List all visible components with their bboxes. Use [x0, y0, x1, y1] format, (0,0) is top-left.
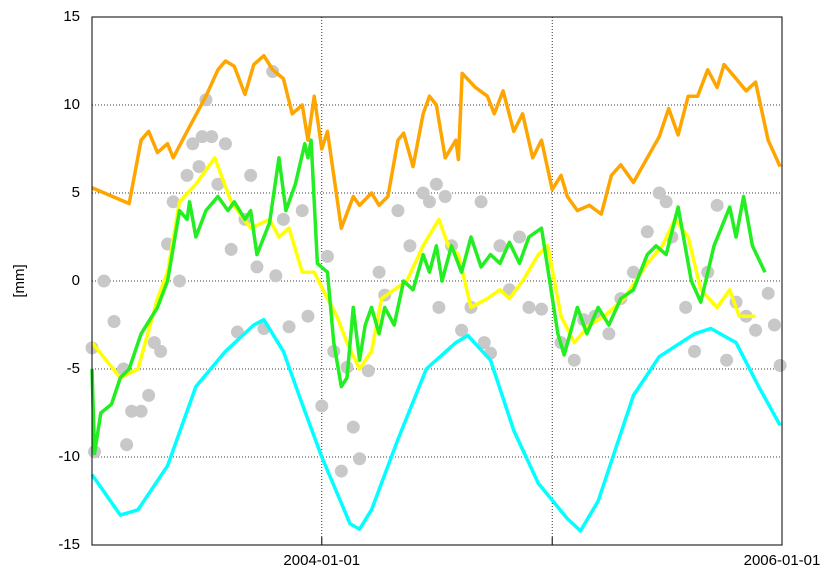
scatter-point — [687, 344, 701, 358]
y-tick-label: 15 — [63, 8, 80, 25]
scatter-point — [334, 464, 348, 478]
scatter-point — [353, 452, 367, 466]
scatter-point — [211, 177, 225, 191]
scatter-point — [107, 314, 121, 328]
scatter-point — [567, 353, 581, 367]
y-tick-label: 5 — [72, 184, 80, 201]
y-tick-label: 0 — [72, 272, 80, 289]
scatter-point — [477, 336, 491, 350]
scatter-point — [455, 323, 469, 337]
scatter-point — [535, 302, 549, 316]
y-tick-label: -5 — [67, 360, 80, 377]
scatter-point — [295, 204, 309, 218]
y-tick-label: -15 — [58, 536, 80, 553]
scatter-point — [282, 320, 296, 334]
scatter-point — [154, 344, 168, 358]
scatter-point — [720, 353, 734, 367]
scatter-point — [186, 137, 200, 151]
scatter-point — [134, 404, 148, 418]
x-tick-label: 2006-01-01 — [744, 552, 821, 569]
plot-area — [85, 53, 787, 533]
scatter-point — [767, 318, 781, 332]
scatter-point — [659, 195, 673, 209]
scatter-point — [218, 137, 232, 151]
scatter-point — [346, 420, 360, 434]
scatter-point — [276, 212, 290, 226]
scatter-point — [432, 300, 446, 314]
y-tick-label: -10 — [58, 448, 80, 465]
scatter-point — [250, 260, 264, 274]
scatter-point — [269, 269, 283, 283]
scatter-point — [761, 286, 775, 300]
y-axis-label: [mm] — [11, 264, 28, 297]
scatter-point — [142, 388, 156, 402]
scatter-point — [602, 327, 616, 341]
scatter-point — [522, 300, 536, 314]
grid — [92, 16, 783, 546]
scatter-point — [652, 186, 666, 200]
x-tick-label: 2004-01-01 — [283, 552, 360, 569]
scatter-point — [120, 438, 134, 452]
scatter-point — [301, 309, 315, 323]
scatter-point — [361, 364, 375, 378]
y-tick-label: 10 — [63, 96, 80, 113]
scatter-point — [422, 195, 436, 209]
scatter-point — [679, 300, 693, 314]
scatter-point — [166, 195, 180, 209]
scatter-point — [626, 265, 640, 279]
scatter-point — [493, 239, 507, 253]
scatter-point — [173, 274, 187, 288]
scatter-point — [180, 168, 194, 182]
scatter-point — [403, 239, 417, 253]
scatter-point — [224, 242, 238, 256]
line-series — [90, 156, 756, 380]
scatter-point — [244, 168, 258, 182]
scatter-point — [97, 274, 111, 288]
scatter-point — [315, 399, 329, 413]
scatter-point — [192, 160, 206, 174]
scatter-point — [429, 177, 443, 191]
scatter-point — [320, 249, 334, 263]
line-series — [90, 317, 782, 533]
scatter-point — [438, 190, 452, 204]
scatter-point — [372, 265, 386, 279]
scatter-point — [195, 130, 209, 144]
plot-frame — [91, 16, 783, 546]
line-series — [90, 138, 767, 456]
scatter-point — [391, 204, 405, 218]
scatter-point — [125, 404, 139, 418]
scatter-point — [512, 230, 526, 244]
scatter-point — [640, 225, 654, 239]
scatter-point — [205, 130, 219, 144]
line-series — [91, 53, 782, 230]
scatter-point — [710, 198, 724, 212]
scatter-point — [749, 323, 763, 337]
scatter-point — [474, 195, 488, 209]
scatter-point — [773, 358, 787, 372]
